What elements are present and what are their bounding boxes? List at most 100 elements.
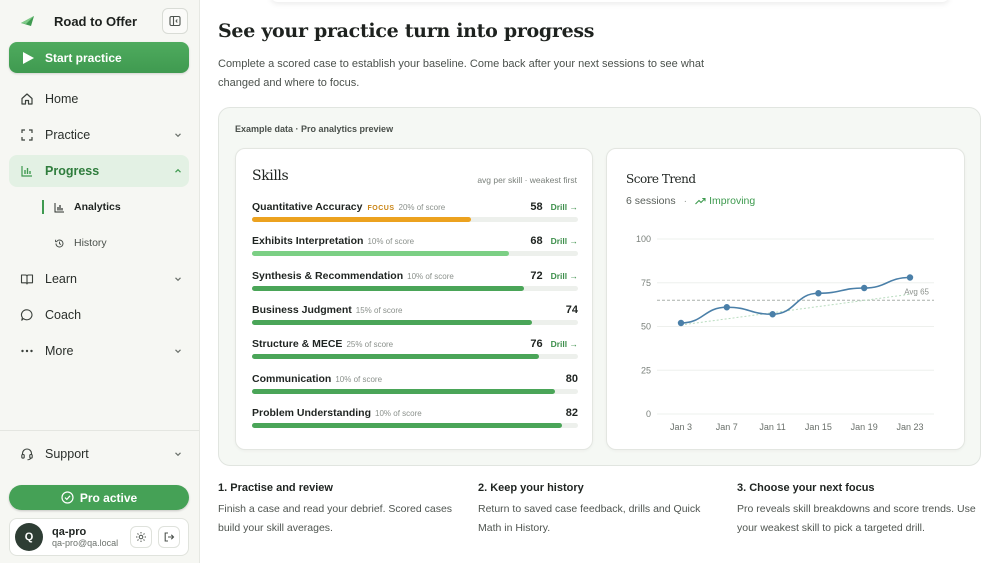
avatar[interactable]: Q [15, 523, 43, 551]
logout-icon [164, 532, 175, 542]
x-tick-label: Jan 11 [759, 422, 785, 432]
page-title: See your practice turn into progress [218, 20, 595, 42]
skill-score-value: 82 [565, 406, 578, 419]
skill-row: Problem Understanding 10% of score 82 [252, 407, 578, 437]
history-icon [54, 239, 63, 248]
start-practice-button[interactable]: Start practice [9, 42, 189, 73]
meta-separator: · [683, 195, 688, 207]
skill-score: 82 [566, 407, 578, 419]
pro-active-label: Pro active [79, 490, 138, 505]
skill-bar-fill [252, 354, 540, 360]
nav-item-learn[interactable]: Learn [9, 263, 189, 295]
settings-button[interactable] [130, 526, 152, 548]
nav-item-support[interactable]: Support [9, 438, 189, 470]
data-point[interactable] [723, 304, 730, 311]
drill-link[interactable]: Drill → [550, 270, 578, 281]
drill-link[interactable]: Drill → [550, 236, 578, 247]
trend-status: Improving [695, 195, 755, 207]
skill-bar-fill [252, 217, 472, 222]
trend-meta: 6 sessions · Improving [626, 195, 755, 207]
user-info: qa-pro qa-pro@qa.local [52, 526, 124, 548]
nav-label-coach: Coach [45, 308, 82, 322]
chevron-down-icon [175, 133, 181, 138]
skill-score-value: 72 [530, 269, 543, 282]
skill-score-value: 68 [530, 235, 543, 248]
step-1: 1. Practise and review Finish a case and… [218, 482, 463, 538]
nav-label-home: Home [45, 92, 79, 106]
dots-icon [21, 349, 33, 353]
skill-weight: 10% of score [375, 408, 422, 418]
chevron-down-icon [175, 277, 181, 282]
sidebar: Road to Offer Start practice Home Practi… [0, 0, 200, 563]
skill-name-text: Problem Understanding [252, 406, 372, 419]
book-icon [20, 274, 34, 285]
practice-icon [21, 129, 33, 141]
sidebar-divider [0, 430, 199, 431]
skill-bar-track [252, 217, 578, 222]
step-text: Pro reveals skill breakdowns and score t… [737, 503, 976, 534]
skill-weight: 25% of score [346, 340, 394, 350]
x-tick-label: Jan 19 [851, 422, 878, 432]
step-title: 2. Keep your history [478, 482, 584, 494]
skill-row: Structure & MECE 25% of score 76 Drill → [252, 338, 578, 368]
analytics-preview: Example data · Pro analytics preview Ski… [218, 107, 981, 466]
nav-item-progress[interactable]: Progress [9, 155, 189, 187]
skill-score: 68 Drill → [530, 235, 578, 247]
skill-bar-track [252, 251, 578, 257]
brand[interactable]: Road to Offer [20, 9, 190, 33]
nav-item-home[interactable]: Home [9, 83, 189, 115]
active-indicator [42, 200, 44, 214]
x-tick-label: Jan 23 [896, 422, 923, 432]
collapse-sidebar-button[interactable] [162, 8, 188, 34]
home-icon [21, 93, 33, 105]
skills-title: Skills [252, 168, 289, 184]
top-card-edge [270, 0, 950, 2]
skill-name: Problem Understanding 10% of score [252, 407, 422, 419]
nav-item-more[interactable]: More [9, 335, 189, 367]
data-point[interactable] [906, 274, 914, 281]
sub-label-analytics: Analytics [74, 201, 121, 213]
chevron-up-icon [175, 168, 181, 173]
main-content: See your practice turn into progress Com… [200, 0, 1000, 563]
nav-label-more: More [45, 344, 74, 358]
sub-item-history[interactable]: History [52, 233, 107, 253]
step-2: 2. Keep your history Return to saved cas… [478, 482, 723, 538]
sub-item-analytics[interactable]: Analytics [42, 197, 121, 217]
page-description: Complete a scored case to establish your… [218, 58, 705, 89]
skill-weight: 20% of score [398, 203, 446, 212]
y-tick-label: 25 [641, 365, 651, 375]
pro-active-button[interactable]: Pro active [9, 485, 189, 510]
chat-icon [20, 309, 33, 321]
skill-score: 72 Drill → [530, 270, 578, 282]
step-title: 3. Choose your next focus [737, 482, 875, 494]
play-icon [23, 51, 34, 64]
skill-score-value: 76 [530, 338, 543, 351]
skill-name: Structure & MECE 25% of score [252, 338, 393, 350]
data-point[interactable] [769, 311, 776, 318]
skill-bar-track [252, 354, 578, 360]
data-point[interactable] [815, 290, 822, 297]
skill-name: Synthesis & Recommendation 10% of score [252, 270, 454, 282]
y-tick-label: 50 [641, 322, 651, 332]
skill-bar-track [252, 422, 578, 428]
data-point[interactable] [861, 284, 868, 292]
skill-weight: 10% of score [367, 237, 415, 247]
drill-link[interactable]: Drill → [550, 339, 578, 350]
chart-icon [21, 166, 32, 177]
skill-name: Quantitative Accuracy FOCUS 20% of score [252, 201, 445, 213]
y-tick-label: 75 [641, 278, 651, 288]
skill-row: Communication 10% of score 80 [252, 373, 578, 403]
skill-weight: 10% of score [335, 374, 383, 384]
nav-item-practice[interactable]: Practice [9, 119, 189, 151]
sidebar-toggle-icon [169, 15, 181, 27]
session-count: 6 sessions [626, 195, 676, 207]
drill-link[interactable]: Drill → [550, 202, 578, 212]
skill-row: Synthesis & Recommendation 10% of score 72… [252, 270, 578, 300]
brand-logo-icon [21, 16, 34, 26]
logout-button[interactable] [158, 526, 180, 548]
nav-item-coach[interactable]: Coach [9, 299, 189, 331]
skill-row: Exhibits Interpretation 10% of score 68 Dri… [252, 235, 578, 265]
skill-bar-fill [252, 388, 555, 394]
data-point[interactable] [677, 319, 685, 327]
sub-label-history: History [74, 237, 107, 249]
